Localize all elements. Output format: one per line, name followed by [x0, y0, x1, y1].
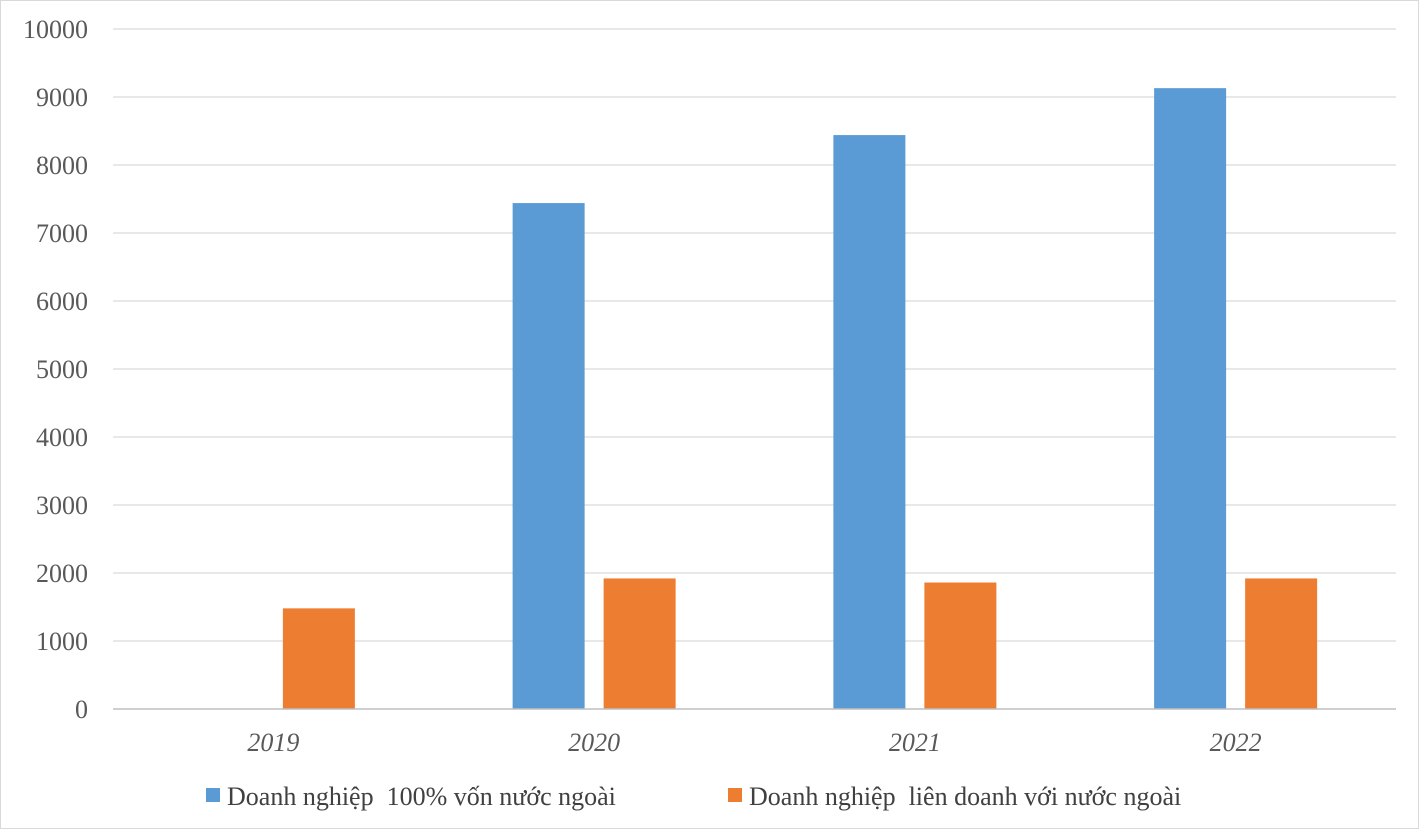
legend: Doanh nghiệp 100% vốn nước ngoài Doanh ng…: [206, 782, 1181, 811]
y-tick-label: 6000: [36, 287, 88, 316]
x-axis-category-labels: 2019 2020 2021 2022: [247, 728, 1261, 757]
y-tick-label: 2000: [36, 559, 88, 588]
y-tick-label: 10000: [23, 15, 88, 44]
x-category-label: 2022: [1210, 728, 1262, 757]
bar-joint-venture-2022: [1245, 578, 1318, 709]
bar-foreign-owned-2020: [512, 203, 585, 709]
legend-label: Doanh nghiệp 100% vốn nước ngoài: [227, 782, 616, 811]
bar-foreign-owned-2022: [1154, 88, 1227, 709]
bar-joint-venture-2020: [603, 578, 676, 709]
legend-swatch: [728, 788, 742, 802]
legend-label: Doanh nghiệp liên doanh với nước ngoài: [749, 782, 1181, 811]
legend-swatch: [206, 788, 220, 802]
bar-joint-venture-2019: [282, 608, 355, 709]
y-tick-label: 3000: [36, 491, 88, 520]
y-tick-label: 4000: [36, 423, 88, 452]
bar-joint-venture-2021: [924, 582, 997, 709]
y-tick-label: 9000: [36, 83, 88, 112]
y-tick-label: 7000: [36, 219, 88, 248]
y-axis-tick-labels: 0 1000 2000 3000 4000 5000 6000 7000 8000 9000 100…: [23, 15, 88, 724]
x-category-label: 2019: [247, 728, 299, 757]
bar-foreign-owned-2021: [833, 135, 906, 709]
y-tick-label: 8000: [36, 151, 88, 180]
gridlines: [113, 28, 1396, 642]
x-category-label: 2020: [568, 728, 620, 757]
y-tick-label: 5000: [36, 355, 88, 384]
y-tick-label: 0: [75, 695, 88, 724]
bars: [282, 88, 1318, 709]
x-category-label: 2021: [889, 728, 941, 757]
y-tick-label: 1000: [36, 627, 88, 656]
